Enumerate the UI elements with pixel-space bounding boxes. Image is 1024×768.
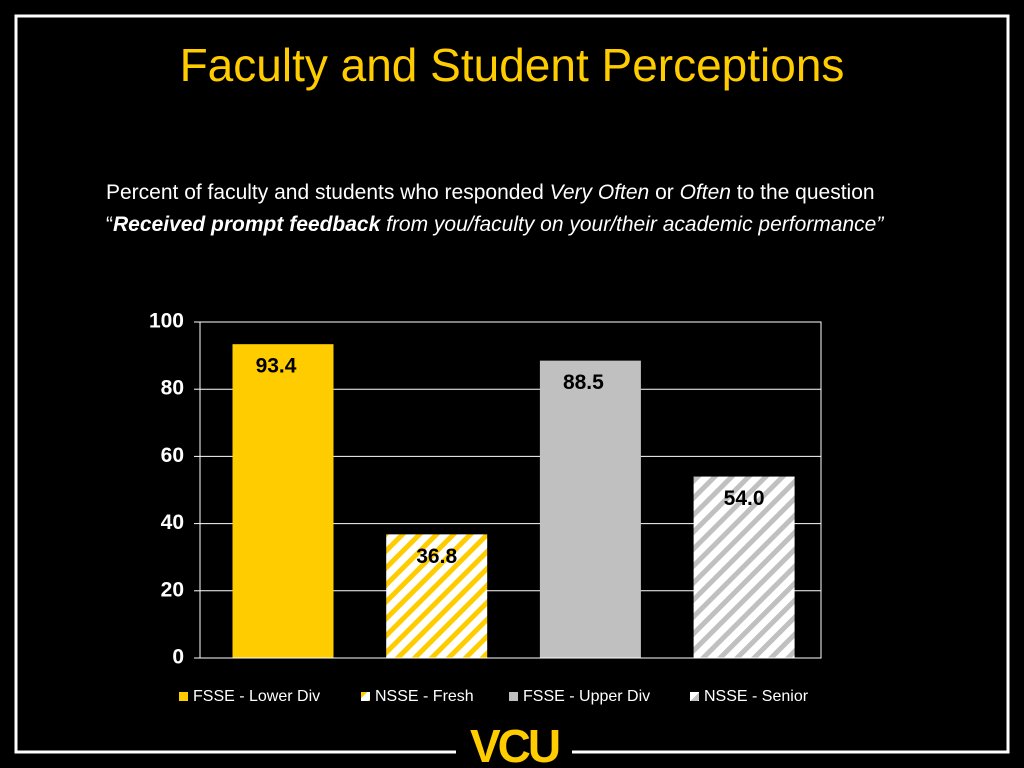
chart-subtitle: Percent of faculty and students who resp… <box>106 177 906 241</box>
y-tick-label: 100 <box>149 310 184 333</box>
legend-swatch <box>361 692 370 701</box>
legend-label: FSSE - Upper Div <box>523 688 650 705</box>
bar <box>539 360 641 658</box>
data-label: 54.0 <box>724 487 765 510</box>
bar <box>693 476 795 658</box>
slide-frame <box>14 14 1010 754</box>
y-tick-label: 80 <box>161 377 184 400</box>
y-tick-label: 40 <box>161 511 184 534</box>
subtitle-text: or <box>649 181 680 204</box>
data-label: 93.4 <box>256 355 297 378</box>
legend-swatch <box>179 692 188 701</box>
y-tick-label: 0 <box>172 646 184 669</box>
data-label: 36.8 <box>416 545 457 568</box>
legend-label: NSSE - Senior <box>704 688 809 705</box>
subtitle-text: from you/faculty on your/their academic … <box>380 213 884 236</box>
subtitle-text: Received prompt feedback <box>113 213 381 236</box>
logo: VCU <box>470 720 559 768</box>
legend-label: FSSE - Lower Div <box>193 688 320 705</box>
subtitle-text: Often <box>679 181 731 204</box>
slide-title: Faculty and Student Perceptions <box>179 39 845 91</box>
legend-swatch <box>690 692 699 701</box>
legend-swatch <box>509 692 518 701</box>
bar <box>232 344 334 658</box>
y-tick-label: 60 <box>161 444 184 467</box>
subtitle-text: Very Often <box>549 181 650 204</box>
subtitle-text: to the question “ <box>106 181 875 236</box>
y-tick-label: 20 <box>161 578 184 601</box>
data-label: 88.5 <box>563 371 604 394</box>
plot-border <box>199 321 822 659</box>
bar <box>386 534 488 658</box>
legend-label: NSSE - Fresh <box>375 688 474 705</box>
subtitle-text: Percent of faculty and students who resp… <box>106 181 550 204</box>
